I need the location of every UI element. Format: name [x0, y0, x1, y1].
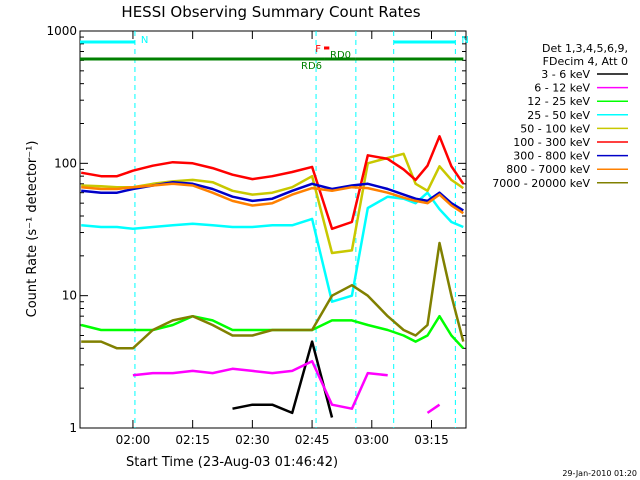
- legend-header-0: Det 1,3,4,5,6,9,: [542, 42, 628, 55]
- legend: Det 1,3,4,5,6,9,FDecim 4, Att 03 - 6 keV…: [492, 42, 628, 190]
- legend-entry-label: 3 - 6 keV: [541, 68, 590, 81]
- series-line-5: [80, 135, 465, 231]
- series-group: [80, 135, 465, 418]
- legend-entry-label: 300 - 800 keV: [513, 150, 590, 163]
- legend-entry-label: 12 - 25 keV: [527, 95, 590, 108]
- legend-entry-label: 25 - 50 keV: [527, 109, 590, 122]
- plot-frame: [79, 30, 467, 429]
- x-axis-label: Start Time (23-Aug-03 01:46:42): [126, 455, 338, 470]
- x-axis: 02:00 02:15 02:30 02:45 03:00 03:15: [116, 31, 449, 447]
- legend-entry-label: 7000 - 20000 keV: [492, 177, 590, 190]
- series-line-8: [81, 241, 465, 350]
- y-tick-label: 1000: [46, 24, 77, 38]
- legend-header-1: FDecim 4, Att 0: [543, 55, 628, 68]
- series-line-0: [232, 340, 334, 418]
- state-label-f: F: [315, 44, 321, 55]
- state-label-rd6: RD6: [301, 61, 322, 72]
- y-axis: 1 10 100 1000: [46, 24, 466, 435]
- legend-entry-label: 100 - 300 keV: [513, 136, 590, 149]
- series-line-1: [132, 359, 441, 414]
- series-line-3: [81, 191, 464, 303]
- x-tick-label: 02:00: [116, 433, 151, 447]
- y-tick-label: 1: [69, 421, 77, 435]
- x-tick-label: 03:00: [354, 433, 389, 447]
- y-axis-label: Count Rate (s⁻¹ detector⁻¹): [25, 141, 40, 318]
- state-label-n: N: [461, 35, 468, 46]
- x-tick-label: 03:15: [414, 433, 449, 447]
- legend-entry-label: 800 - 7000 keV: [506, 163, 590, 176]
- footer-timestamp: 29-Jan-2010 01:20: [562, 469, 637, 478]
- state-label-n: N: [141, 35, 148, 46]
- x-tick-label: 02:45: [295, 433, 330, 447]
- y-tick-label: 10: [62, 289, 77, 303]
- chart-title: HESSI Observing Summary Count Rates: [121, 3, 420, 21]
- x-tick-label: 02:15: [175, 433, 210, 447]
- legend-entry-label: 50 - 100 keV: [520, 122, 590, 135]
- x-tick-label: 02:30: [235, 433, 270, 447]
- state-label-rd0: RD0: [330, 50, 351, 61]
- series-line-7: [81, 182, 464, 215]
- y-tick-label: 100: [54, 156, 77, 170]
- legend-entry-label: 6 - 12 keV: [534, 82, 590, 95]
